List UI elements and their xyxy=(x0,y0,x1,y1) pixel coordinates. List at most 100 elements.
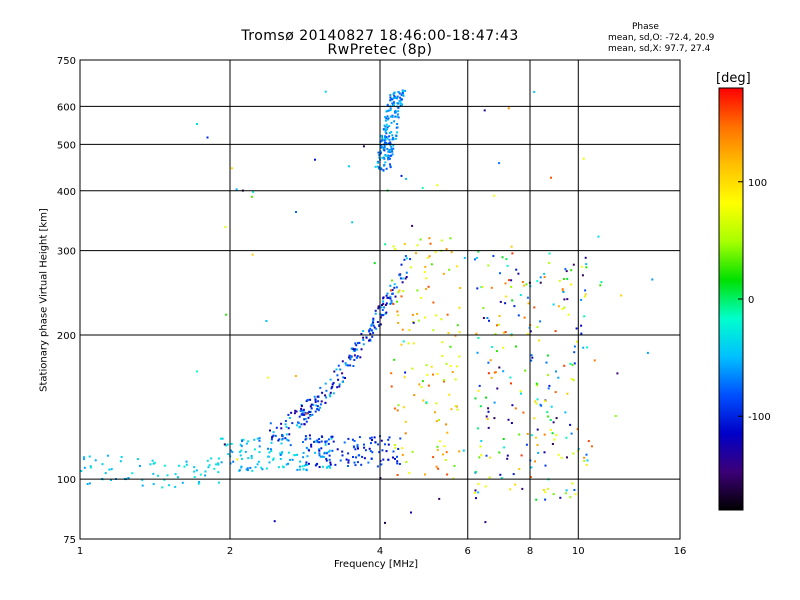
echo-point xyxy=(325,452,328,455)
echo-point xyxy=(328,454,331,457)
echo-point xyxy=(614,415,617,417)
echo-point xyxy=(267,376,270,379)
echo-point xyxy=(510,285,513,288)
echo-point xyxy=(166,474,169,477)
echo-point xyxy=(554,391,557,394)
echo-point xyxy=(593,359,596,362)
echo-point xyxy=(371,451,374,454)
echo-point xyxy=(88,455,91,458)
echo-point xyxy=(423,271,426,273)
echo-point xyxy=(347,165,350,168)
echo-point xyxy=(307,398,310,401)
echo-point xyxy=(387,438,390,441)
echo-point xyxy=(409,266,412,269)
echo-point xyxy=(390,121,393,124)
echo-point xyxy=(502,438,505,440)
echo-point xyxy=(247,457,250,460)
echo-point xyxy=(391,116,394,118)
echo-point xyxy=(434,251,437,254)
echo-point xyxy=(534,400,537,403)
colorbar-tick-label: 0 xyxy=(748,295,754,306)
echo-point xyxy=(369,332,372,335)
echo-point xyxy=(318,452,321,455)
echo-point xyxy=(380,144,383,147)
echo-point xyxy=(505,295,507,298)
echo-point xyxy=(490,376,493,379)
echo-point xyxy=(381,137,384,140)
echo-point xyxy=(404,371,407,374)
echo-point xyxy=(287,413,290,416)
echo-point xyxy=(552,303,555,306)
echo-point xyxy=(362,330,365,333)
echo-point xyxy=(389,154,392,157)
echo-point xyxy=(425,401,428,404)
echo-point xyxy=(454,405,457,407)
echo-point xyxy=(436,448,439,451)
echo-point xyxy=(399,277,402,280)
echo-point xyxy=(498,314,501,317)
echo-point xyxy=(494,333,497,336)
echo-point xyxy=(535,402,538,405)
echo-point xyxy=(390,289,393,292)
echo-point xyxy=(543,276,546,278)
echo-point xyxy=(476,287,479,290)
echo-point xyxy=(138,464,141,467)
echo-point xyxy=(376,165,379,168)
echo-point xyxy=(389,297,392,300)
echo-point xyxy=(185,460,188,463)
echo-point xyxy=(272,457,275,460)
echo-point xyxy=(380,135,383,138)
echo-point xyxy=(488,476,491,479)
echo-point xyxy=(269,429,271,432)
echo-point xyxy=(405,177,407,180)
echo-point xyxy=(369,450,372,452)
echo-point xyxy=(514,407,517,410)
echo-point xyxy=(376,161,379,164)
echo-point xyxy=(513,305,516,308)
echo-point xyxy=(329,391,332,394)
echo-point xyxy=(474,491,476,494)
echo-point xyxy=(335,368,338,371)
echo-point xyxy=(210,457,213,460)
echo-point xyxy=(252,190,255,193)
echo-point xyxy=(539,320,542,323)
echo-point xyxy=(392,101,395,104)
echo-point xyxy=(392,245,395,248)
echo-point xyxy=(381,156,384,159)
echo-point xyxy=(185,463,188,466)
echo-point xyxy=(396,123,399,125)
echo-point xyxy=(565,489,568,492)
echo-point xyxy=(548,261,551,264)
echo-point xyxy=(298,415,301,418)
echo-point xyxy=(280,427,283,430)
echo-point xyxy=(519,390,522,393)
echo-point xyxy=(163,464,166,467)
echo-point xyxy=(355,456,357,459)
echo-point xyxy=(485,396,488,399)
echo-point xyxy=(585,463,588,466)
echo-point xyxy=(566,298,569,301)
echo-point xyxy=(258,439,261,442)
echo-point xyxy=(386,137,389,140)
echo-point xyxy=(289,444,292,447)
echo-point xyxy=(570,269,573,272)
echo-point xyxy=(304,438,307,441)
echo-point xyxy=(286,438,288,441)
echo-point xyxy=(357,342,359,345)
echo-point xyxy=(533,306,536,309)
echo-point xyxy=(308,434,311,437)
chart-title: Tromsø 20140827 18:46:00-18:47:43 xyxy=(241,28,519,44)
echo-point xyxy=(388,132,391,134)
echo-point xyxy=(492,255,495,257)
echo-point xyxy=(369,437,372,440)
echo-point xyxy=(441,355,444,357)
echo-point xyxy=(314,400,317,403)
echo-point xyxy=(546,411,549,414)
echo-point xyxy=(450,408,453,411)
echo-point xyxy=(510,422,513,424)
echo-point xyxy=(325,389,328,392)
echo-point xyxy=(196,123,198,125)
echo-point xyxy=(401,103,403,106)
echo-point xyxy=(391,114,394,117)
echo-point xyxy=(422,399,425,402)
